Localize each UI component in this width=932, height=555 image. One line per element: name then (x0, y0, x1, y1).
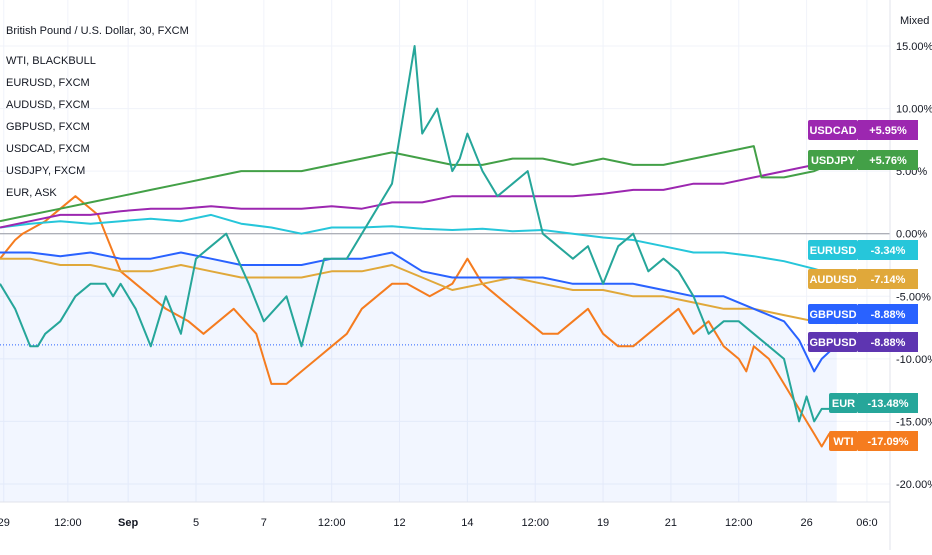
series-line-wti[interactable] (0, 195, 838, 449)
tag-name: GBPUSD (809, 337, 856, 349)
tag-value: -8.88% (871, 309, 906, 321)
value-tag-audusd: AUDUSD -7.14% (808, 269, 918, 289)
x-tick-label: 06:0 (856, 517, 877, 529)
tag-name: WTI (833, 436, 853, 448)
value-tag-eur: EUR -13.48% (829, 393, 918, 413)
tag-value-bg (858, 304, 918, 324)
value-tag-gbpusd: GBPUSD -8.88% (808, 304, 918, 324)
tag-name: USDJPY (811, 155, 856, 167)
legend-item[interactable]: WTI, BLACKBULL (6, 55, 96, 67)
tag-value-bg (858, 393, 918, 413)
x-tick-label: 19 (597, 517, 609, 529)
tag-name: GBPUSD (809, 309, 856, 321)
series-line-usdcad[interactable] (0, 158, 838, 229)
legend-item[interactable]: EUR, ASK (6, 187, 57, 199)
legend-item[interactable]: USDCAD, FXCM (6, 143, 90, 155)
x-tick-label: 7 (261, 517, 267, 529)
vertical-gridlines (3, 0, 868, 502)
tag-value: -8.88% (871, 337, 906, 349)
x-tick-label: 12 (393, 517, 405, 529)
x-tick-label: 21 (665, 517, 677, 529)
time-axis-bg (0, 502, 890, 550)
tag-value-bg (858, 120, 918, 140)
tag-value-bg (858, 150, 918, 170)
y-tick-label: -10.00% (896, 354, 932, 366)
y-tick-label: 0.00% (896, 229, 927, 241)
tag-name-bg (808, 240, 858, 260)
tag-name: EUR (832, 398, 855, 410)
tag-name-bg (808, 332, 858, 352)
tag-name-bg (808, 304, 858, 324)
value-tag-gbpusd: GBPUSD -8.88% (808, 332, 918, 352)
value-tag-usdcad: USDCAD +5.95% (808, 120, 918, 140)
series-line-eurusd[interactable] (0, 213, 838, 277)
tag-value: -13.48% (868, 398, 909, 410)
price-axis[interactable]: 15.00%10.00%5.00%0.00%-5.00%-10.00%-15.0… (896, 41, 932, 491)
value-tags: USDCAD +5.95% USDJPY +5.76% EURUSD -3.34% AUDU… (808, 120, 918, 451)
series-layer (0, 45, 838, 449)
tag-name: AUDUSD (809, 274, 856, 286)
tag-name: USDCAD (809, 125, 856, 137)
tag-value: +5.95% (869, 125, 907, 137)
series-line-usdjpy[interactable] (0, 145, 838, 223)
tag-value: -17.09% (868, 436, 909, 448)
tag-name-bg (808, 120, 858, 140)
y-tick-label: -5.00% (896, 291, 931, 303)
symbol-area-fill (0, 252, 837, 502)
legend-item[interactable]: AUDUSD, FXCM (6, 99, 90, 111)
legend-item[interactable]: USDJPY, FXCM (6, 165, 85, 177)
y-tick-label: -15.00% (896, 416, 932, 428)
tag-value: -7.14% (871, 274, 906, 286)
value-tag-wti: WTI -17.09% (829, 431, 918, 451)
tag-name-bg (808, 150, 858, 170)
x-tick-label: Sep (118, 517, 138, 529)
y-tick-label: 10.00% (896, 104, 932, 116)
x-tick-label: 12:00 (725, 517, 753, 529)
y-tick-label: -20.00% (896, 479, 932, 491)
x-tick-label: 12:00 (521, 517, 549, 529)
tag-name: EURUSD (810, 245, 857, 257)
tag-value-bg (858, 269, 918, 289)
time-axis[interactable]: 29 12:00 Sep 5 7 12:00 12 14 12:00 19 21 12:00 26 06:… (0, 517, 878, 529)
tag-name-bg (829, 431, 858, 451)
tag-value-bg (858, 431, 918, 451)
x-tick-label: 5 (193, 517, 199, 529)
x-tick-label: 12:00 (318, 517, 346, 529)
tag-value: +5.76% (869, 155, 907, 167)
tag-value: -3.34% (871, 245, 906, 257)
value-tag-eurusd: EURUSD -3.34% (808, 240, 918, 260)
y-tick-label: 15.00% (896, 41, 932, 53)
tag-name-bg (829, 393, 858, 413)
x-tick-label: 14 (461, 517, 473, 529)
tag-value-bg (858, 332, 918, 352)
series-line-eur[interactable] (0, 45, 838, 423)
scale-mode-label[interactable]: Mixed (900, 15, 929, 27)
legend-item[interactable]: EURUSD, FXCM (6, 77, 90, 89)
chart-title: British Pound / U.S. Dollar, 30, FXCM (6, 25, 189, 37)
legend-item[interactable]: GBPUSD, FXCM (6, 121, 90, 133)
tag-name-bg (808, 269, 858, 289)
value-tag-usdjpy: USDJPY +5.76% (808, 150, 918, 170)
series-line-gbpusd[interactable] (0, 251, 838, 373)
tag-value-bg (858, 240, 918, 260)
x-tick-label: 29 (0, 517, 10, 529)
series-line-audusd[interactable] (0, 257, 837, 325)
x-tick-label: 26 (800, 517, 812, 529)
x-tick-label: 12:00 (54, 517, 82, 529)
chart-legend[interactable]: British Pound / U.S. Dollar, 30, FXCM WT… (6, 25, 189, 199)
